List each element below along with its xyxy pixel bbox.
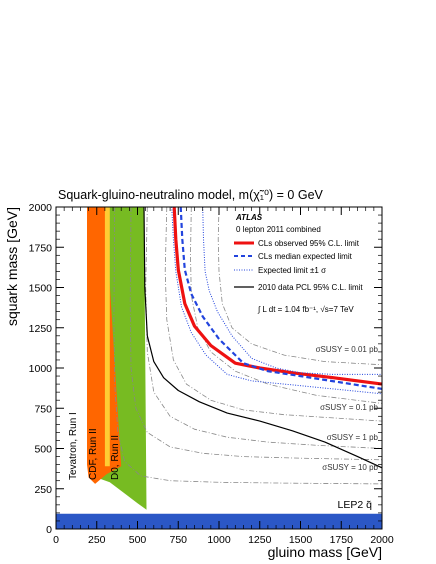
y-tick-label-4: 1000 [29,363,53,375]
x-tick-label-8: 2000 [370,534,394,546]
chart-title: Squark-gluino-neutralino model, m(χ̃₁⁰) … [58,188,324,202]
contour-label-1pb: σSUSY = 1 pb [327,433,379,442]
y-tick-label-6: 1500 [29,283,53,295]
y-tick-label-2: 500 [34,444,52,456]
y-tick-label-0: 0 [46,524,52,536]
x-tick-label-0: 0 [53,534,59,546]
contour-label-10pb: σSUSY = 10 pb [322,463,378,472]
contour-label-0.01pb: σSUSY = 0.01 pb [316,345,379,354]
excluded-region-2 [104,207,110,467]
legend-entry-band: Expected limit ±1 σ [258,266,326,275]
x-tick-label-5: 1250 [248,534,272,546]
x-tick-label-6: 1500 [289,534,313,546]
y-tick-label-1: 250 [34,484,52,496]
legend: ATLAS 0 lepton 2011 combined CLs observe… [234,213,363,314]
contour-label-0.1pb: σSUSY = 0.1 pb [320,403,378,412]
x-tick-label-7: 1750 [330,534,354,546]
limit-curves [143,207,382,469]
x-axis-label: gluino mass [GeV] [268,544,382,560]
axis-ticks: 0 250 500 750 1000 1250 1500 1750 2000 0 250 500 750… [29,202,394,546]
region-label-tevatron: Tevatron, Run I [68,412,79,480]
y-tick-label-8: 2000 [29,202,53,214]
y-tick-label-5: 1250 [29,323,53,335]
xsec-contour-4 [129,207,382,461]
xsec-contour-0 [217,207,382,366]
legend-experiment: ATLAS [235,213,263,222]
region-label-d0: D0, Run II [110,435,121,480]
x-tick-label-2: 500 [129,534,147,546]
limit-curve-1 [179,207,382,390]
legend-entry-observed: CLs observed 95% C.L. limit [258,239,360,248]
x-tick-label-1: 250 [88,534,106,546]
limit-curve-4 [143,207,382,469]
legend-lumi: ∫ L dt = 1.04 fb⁻¹, √s=7 TeV [257,305,354,314]
excluded-region-1 [87,207,122,484]
region-label-lep2: LEP2 q̃ [338,499,373,511]
limit-curve-0 [172,207,382,386]
legend-analysis: 0 lepton 2011 combined [236,225,321,234]
xsec-contour-5 [113,207,382,485]
legend-entry-expected: CLs median expected limit [258,252,353,261]
y-tick-label-3: 750 [34,403,52,415]
x-tick-label-4: 1000 [207,534,231,546]
limit-curve-2 [171,207,382,395]
x-tick-label-3: 750 [169,534,187,546]
y-axis-label: squark mass [GeV] [4,207,20,326]
y-tick-label-7: 1750 [29,242,53,254]
xsec-contour-1 [190,207,382,404]
region-label-cdf: CDF, Run II [88,428,99,480]
legend-entry-2010: 2010 data PCL 95% C.L. limit [258,283,363,292]
